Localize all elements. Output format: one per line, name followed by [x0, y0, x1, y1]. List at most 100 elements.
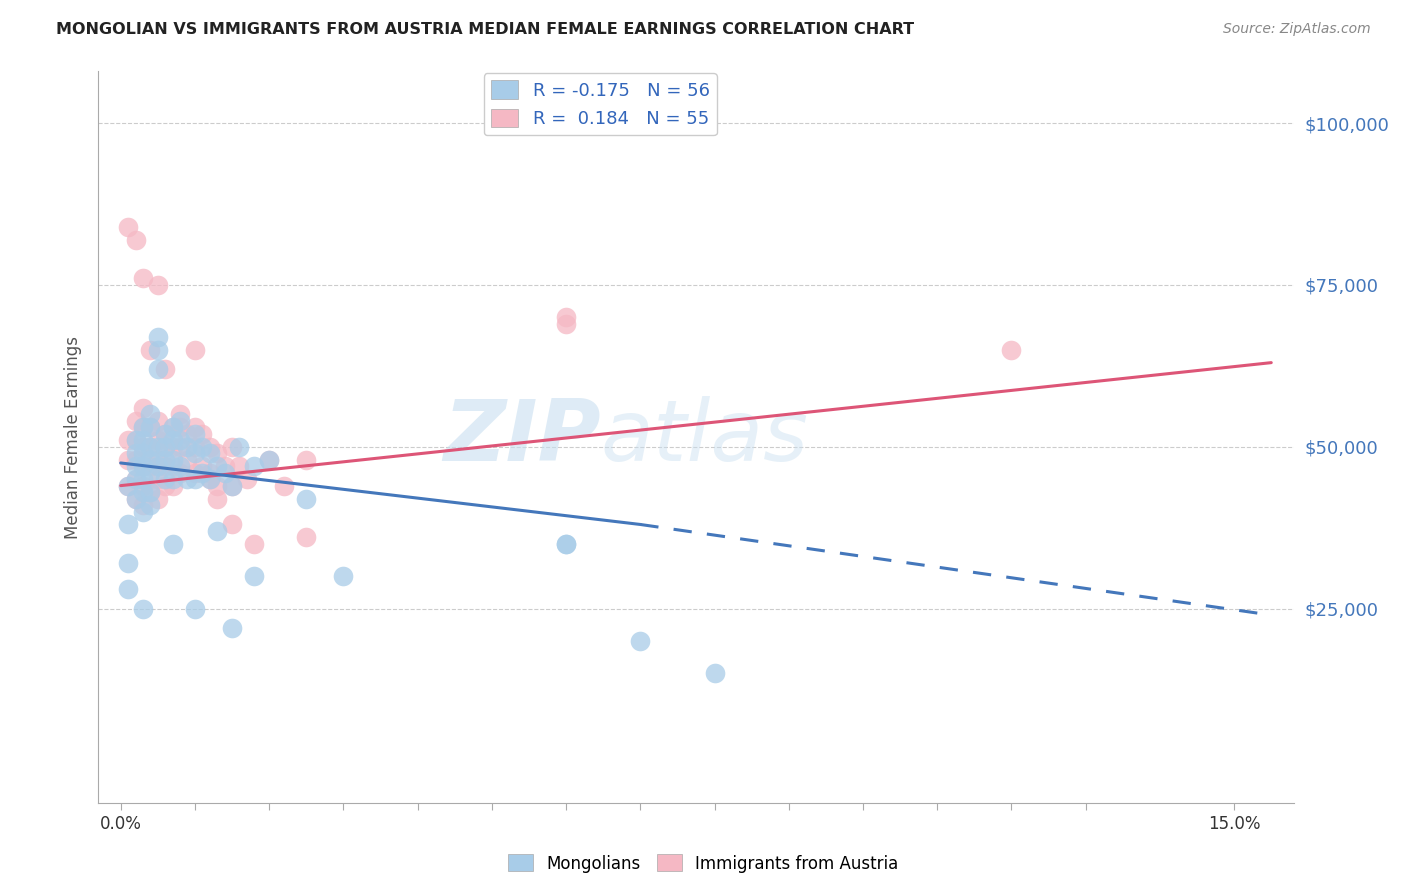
Point: [124, 452, 146, 467]
Point: [169, 466, 191, 480]
Point: [162, 440, 184, 454]
Point: [146, 459, 169, 474]
Point: [221, 478, 243, 492]
Point: [243, 569, 266, 583]
Point: [132, 504, 155, 518]
Point: [169, 420, 191, 434]
Point: [117, 517, 139, 532]
Point: [295, 491, 318, 506]
Point: [132, 420, 155, 434]
Point: [139, 485, 162, 500]
Point: [124, 491, 146, 506]
Point: [176, 426, 198, 441]
Point: [214, 459, 236, 474]
Point: [169, 440, 191, 454]
Point: [184, 420, 207, 434]
Point: [198, 472, 221, 486]
Point: [228, 459, 250, 474]
Point: [198, 466, 221, 480]
Point: [132, 271, 155, 285]
Point: [139, 440, 162, 454]
Point: [139, 440, 162, 454]
Point: [243, 537, 266, 551]
Point: [703, 666, 725, 681]
Point: [555, 537, 578, 551]
Point: [162, 420, 184, 434]
Point: [176, 452, 198, 467]
Text: ZIP: ZIP: [443, 395, 600, 479]
Point: [198, 440, 221, 454]
Point: [184, 446, 207, 460]
Point: [191, 440, 214, 454]
Point: [124, 472, 146, 486]
Point: [155, 472, 177, 486]
Point: [295, 530, 318, 544]
Point: [205, 459, 228, 474]
Point: [132, 459, 155, 474]
Point: [184, 601, 207, 615]
Point: [117, 478, 139, 492]
Point: [139, 498, 162, 512]
Text: Source: ZipAtlas.com: Source: ZipAtlas.com: [1223, 22, 1371, 37]
Point: [146, 434, 169, 448]
Text: MONGOLIAN VS IMMIGRANTS FROM AUSTRIA MEDIAN FEMALE EARNINGS CORRELATION CHART: MONGOLIAN VS IMMIGRANTS FROM AUSTRIA MED…: [56, 22, 914, 37]
Point: [555, 317, 578, 331]
Point: [132, 601, 155, 615]
Point: [162, 420, 184, 434]
Point: [273, 478, 295, 492]
Point: [139, 420, 162, 434]
Point: [146, 362, 169, 376]
Point: [132, 459, 155, 474]
Point: [155, 426, 177, 441]
Point: [132, 446, 155, 460]
Point: [146, 472, 169, 486]
Point: [146, 440, 169, 454]
Point: [243, 459, 266, 474]
Point: [221, 478, 243, 492]
Point: [155, 459, 177, 474]
Point: [139, 485, 162, 500]
Point: [198, 472, 221, 486]
Y-axis label: Median Female Earnings: Median Female Earnings: [65, 335, 83, 539]
Point: [132, 434, 155, 448]
Point: [139, 408, 162, 422]
Point: [1000, 343, 1022, 357]
Point: [146, 277, 169, 292]
Point: [191, 466, 214, 480]
Point: [124, 459, 146, 474]
Point: [124, 491, 146, 506]
Point: [155, 478, 177, 492]
Point: [295, 452, 318, 467]
Point: [184, 472, 207, 486]
Point: [257, 452, 280, 467]
Point: [155, 440, 177, 454]
Point: [155, 440, 177, 454]
Legend: R = -0.175   N = 56, R =  0.184   N = 55: R = -0.175 N = 56, R = 0.184 N = 55: [484, 73, 717, 136]
Point: [214, 466, 236, 480]
Point: [132, 401, 155, 415]
Point: [169, 434, 191, 448]
Point: [162, 459, 184, 474]
Point: [146, 330, 169, 344]
Point: [184, 440, 207, 454]
Point: [257, 452, 280, 467]
Point: [221, 440, 243, 454]
Point: [132, 472, 155, 486]
Point: [555, 310, 578, 325]
Point: [169, 459, 191, 474]
Point: [124, 472, 146, 486]
Point: [184, 426, 207, 441]
Point: [117, 452, 139, 467]
Point: [205, 446, 228, 460]
Point: [228, 440, 250, 454]
Point: [162, 434, 184, 448]
Point: [117, 478, 139, 492]
Point: [205, 524, 228, 538]
Point: [155, 362, 177, 376]
Point: [155, 426, 177, 441]
Point: [124, 434, 146, 448]
Point: [236, 472, 259, 486]
Legend: Mongolians, Immigrants from Austria: Mongolians, Immigrants from Austria: [501, 847, 905, 880]
Point: [176, 440, 198, 454]
Point: [132, 440, 155, 454]
